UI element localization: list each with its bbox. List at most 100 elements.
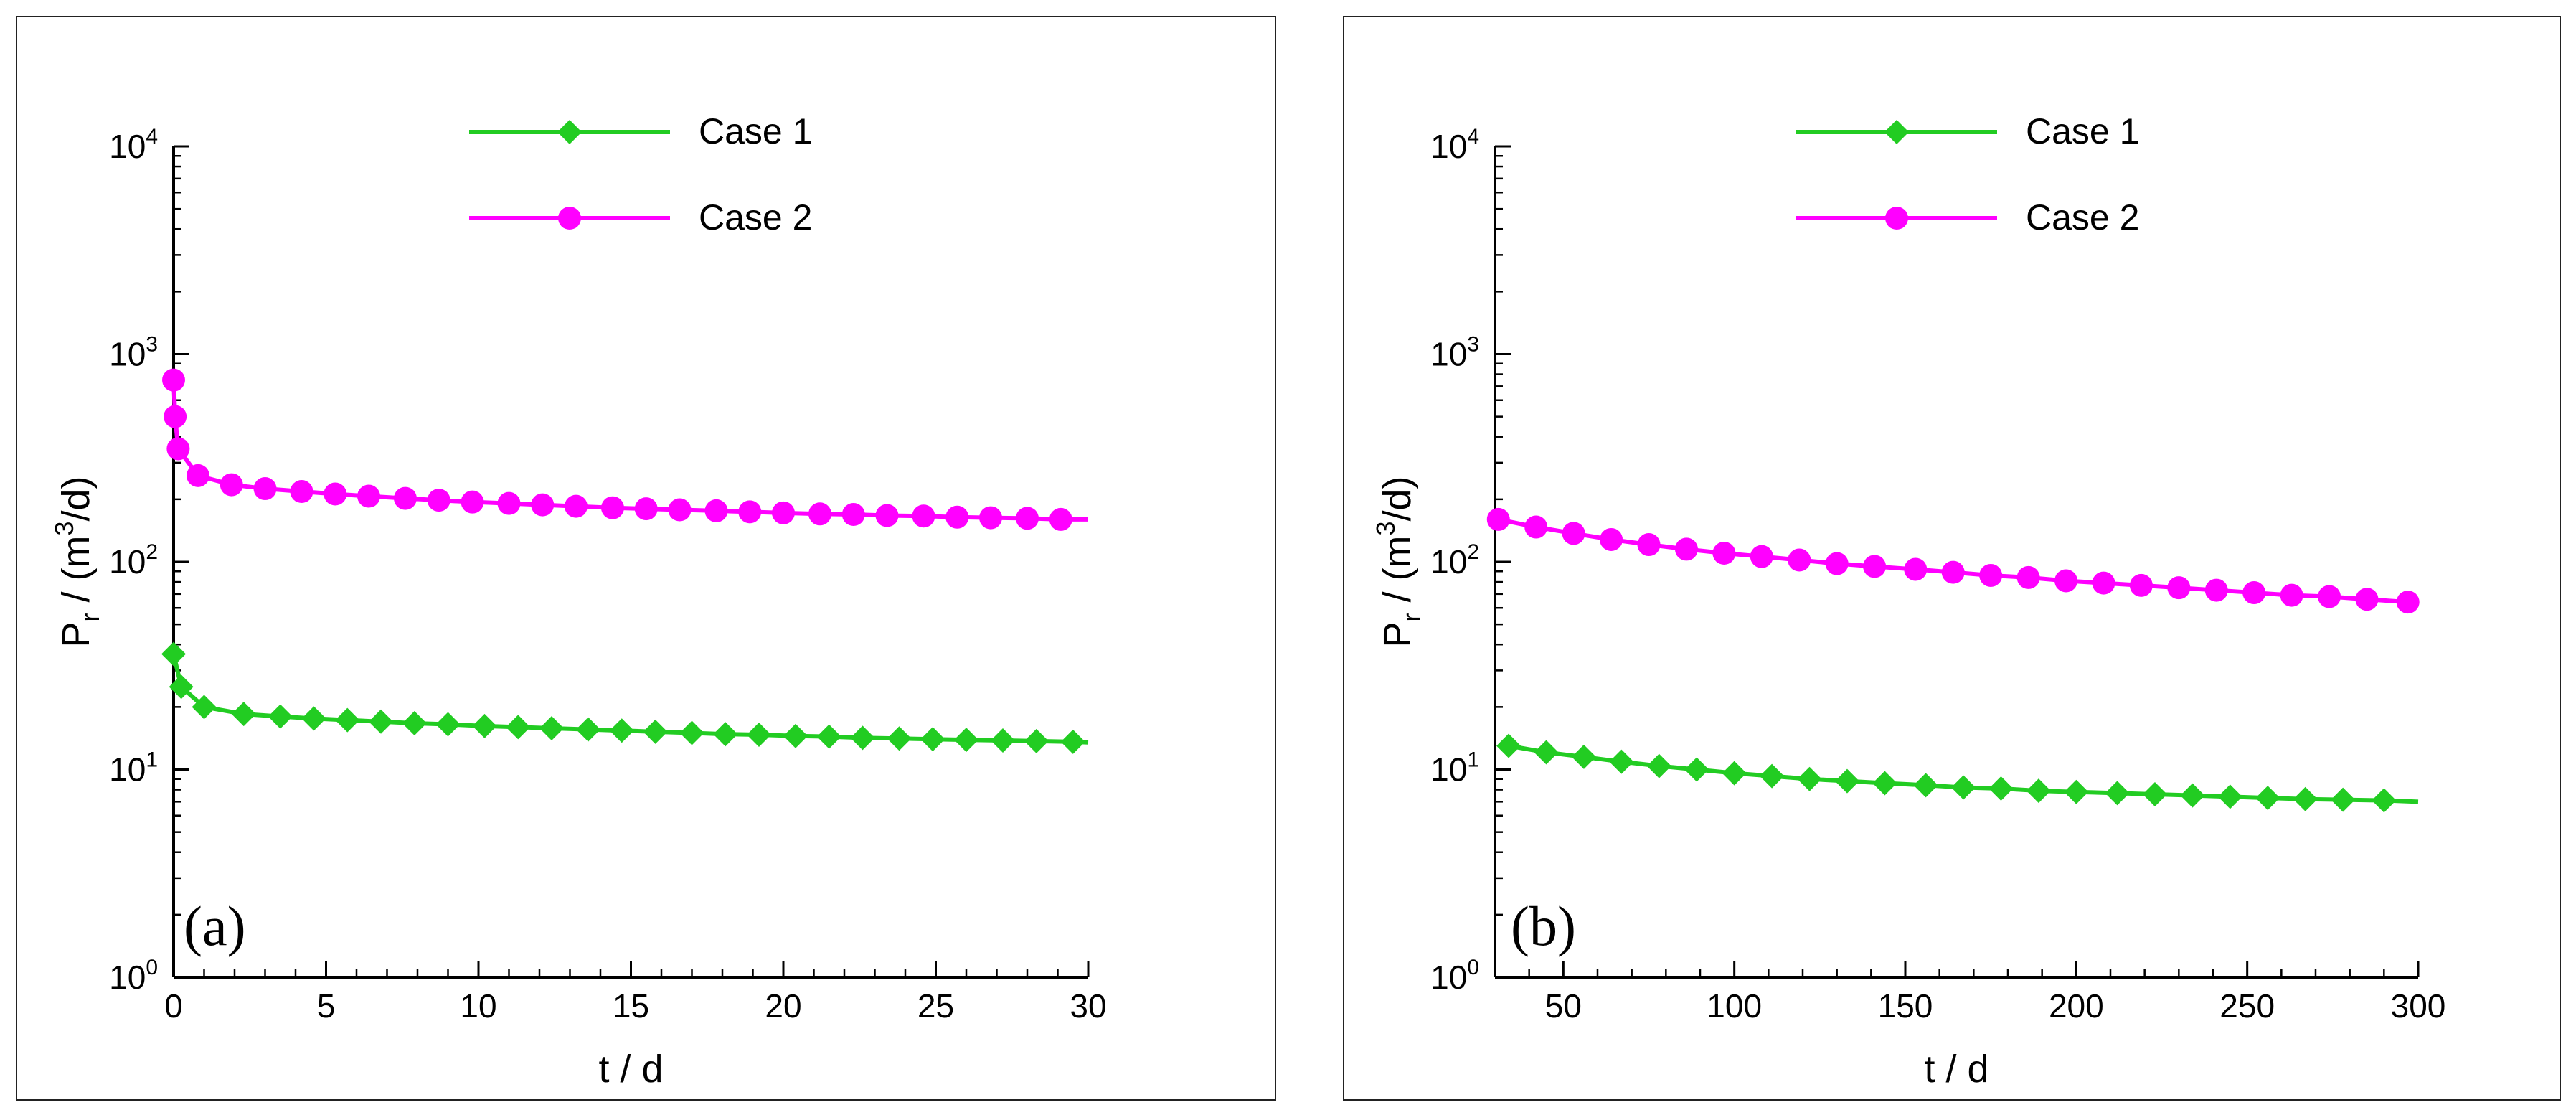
data-point-diamond	[2372, 788, 2397, 813]
data-point-circle	[461, 490, 484, 514]
legend-label: Case 1	[699, 111, 812, 151]
x-tick-label: 10	[460, 987, 496, 1025]
chart-panel-b: 50 100 150 200 250 300 100 101 102 103 104 t / d Pr …	[1343, 16, 2561, 1101]
y-axis-label-mid: / (m	[55, 536, 98, 613]
data-point-circle	[290, 480, 313, 504]
data-point-diamond	[816, 724, 841, 749]
data-point-diamond	[2217, 784, 2242, 809]
data-point-diamond	[1913, 773, 1938, 798]
data-point-diamond	[539, 715, 564, 740]
data-point-diamond	[2293, 786, 2318, 811]
data-point-diamond	[2026, 778, 2051, 804]
y-tick-exponent: 2	[146, 540, 158, 564]
y-tick-base: 10	[109, 959, 146, 996]
data-point-diamond	[1988, 776, 2014, 801]
x-tick-label: 30	[1070, 987, 1106, 1025]
y-tick-label: 104	[1430, 125, 1479, 165]
data-point-diamond	[1646, 753, 1671, 778]
data-point-circle	[2242, 581, 2266, 605]
x-tick-label: 300	[2391, 987, 2446, 1025]
data-point-diamond	[1951, 775, 1976, 800]
data-point-circle	[2167, 576, 2191, 600]
data-point-circle	[394, 486, 417, 510]
data-point-diamond	[783, 723, 808, 748]
data-point-diamond	[643, 719, 668, 744]
data-point-circle	[162, 368, 185, 392]
data-point-circle	[357, 484, 380, 508]
data-point-diamond	[2255, 786, 2280, 811]
data-point-diamond	[402, 711, 427, 736]
legend-label: Case 1	[2026, 111, 2139, 151]
data-point-circle	[704, 499, 728, 522]
data-point-diamond	[161, 641, 186, 667]
y-tick-base: 10	[1430, 336, 1467, 373]
data-point-diamond	[920, 727, 945, 752]
legend-marker-circle	[1885, 207, 1908, 230]
data-point-circle	[2204, 578, 2228, 602]
data-point-circle	[253, 477, 277, 501]
y-tick-label: 100	[1430, 956, 1479, 996]
x-tick-label: 25	[917, 987, 954, 1025]
data-point-diamond	[1060, 729, 1085, 754]
data-point-diamond	[2180, 783, 2205, 808]
data-point-circle	[841, 503, 865, 527]
legend-entry-case-2: Case 2	[469, 197, 812, 237]
panel-label: (a)	[184, 895, 246, 957]
data-point-circle	[1016, 507, 1039, 530]
series-case-2	[1486, 507, 2420, 614]
y-tick-exponent: 0	[146, 956, 158, 979]
y-tick-exponent: 3	[146, 333, 158, 357]
series-case-1	[161, 641, 1089, 754]
data-point-circle	[979, 506, 1002, 530]
data-point-diamond	[2064, 779, 2089, 804]
y-tick-base: 10	[1430, 959, 1467, 996]
data-point-circle	[875, 504, 899, 527]
data-point-circle	[531, 493, 555, 517]
data-point-diamond	[747, 723, 771, 748]
data-point-diamond	[887, 726, 912, 751]
x-axis-label: t / d	[1924, 1048, 1988, 1091]
y-tick-exponent: 3	[1467, 333, 1479, 357]
data-point-diamond	[506, 715, 531, 740]
data-point-diamond	[2105, 781, 2130, 806]
series-case-1	[1496, 733, 2419, 813]
x-tick-label: 250	[2219, 987, 2275, 1025]
data-point-diamond	[1797, 766, 1822, 791]
data-point-diamond	[1834, 768, 1859, 794]
data-point-circle	[1524, 515, 1548, 539]
data-point-diamond	[369, 709, 393, 734]
data-point-diamond	[192, 695, 217, 720]
legend-label: Case 2	[699, 197, 812, 237]
y-axis-label-mid: / (m	[1376, 536, 1419, 613]
data-point-circle	[1825, 552, 1849, 575]
data-point-circle	[808, 502, 831, 526]
data-point-circle	[912, 504, 935, 528]
data-point-diamond	[850, 725, 875, 751]
y-tick-exponent: 2	[1467, 540, 1479, 564]
legend-entry-case-1: Case 1	[1796, 111, 2139, 151]
data-point-circle	[738, 500, 762, 524]
x-tick-label: 0	[164, 987, 183, 1025]
x-tick-label: 20	[765, 987, 801, 1025]
y-tick-base: 10	[109, 128, 146, 165]
data-point-circle	[1788, 548, 1811, 572]
legend-marker-circle	[558, 207, 581, 230]
data-point-diamond	[2331, 787, 2356, 812]
data-point-diamond	[268, 704, 293, 729]
data-point-diamond	[301, 706, 326, 731]
x-tick-label: 15	[613, 987, 649, 1025]
legend-entry-case-1: Case 1	[469, 111, 812, 151]
y-tick-base: 10	[109, 543, 146, 580]
x-tick-label: 5	[317, 987, 336, 1025]
data-point-diamond	[1684, 757, 1709, 782]
x-tick-label: 100	[1707, 987, 1762, 1025]
y-tick-exponent: 1	[1467, 748, 1479, 772]
y-axis-label: Pr / (m3/d)	[49, 476, 105, 647]
data-point-circle	[1863, 555, 1887, 578]
data-point-diamond	[991, 728, 1015, 753]
data-point-circle	[2016, 565, 2040, 589]
data-point-circle	[2396, 591, 2420, 614]
data-point-circle	[668, 498, 692, 522]
y-tick-label: 102	[1430, 540, 1479, 580]
